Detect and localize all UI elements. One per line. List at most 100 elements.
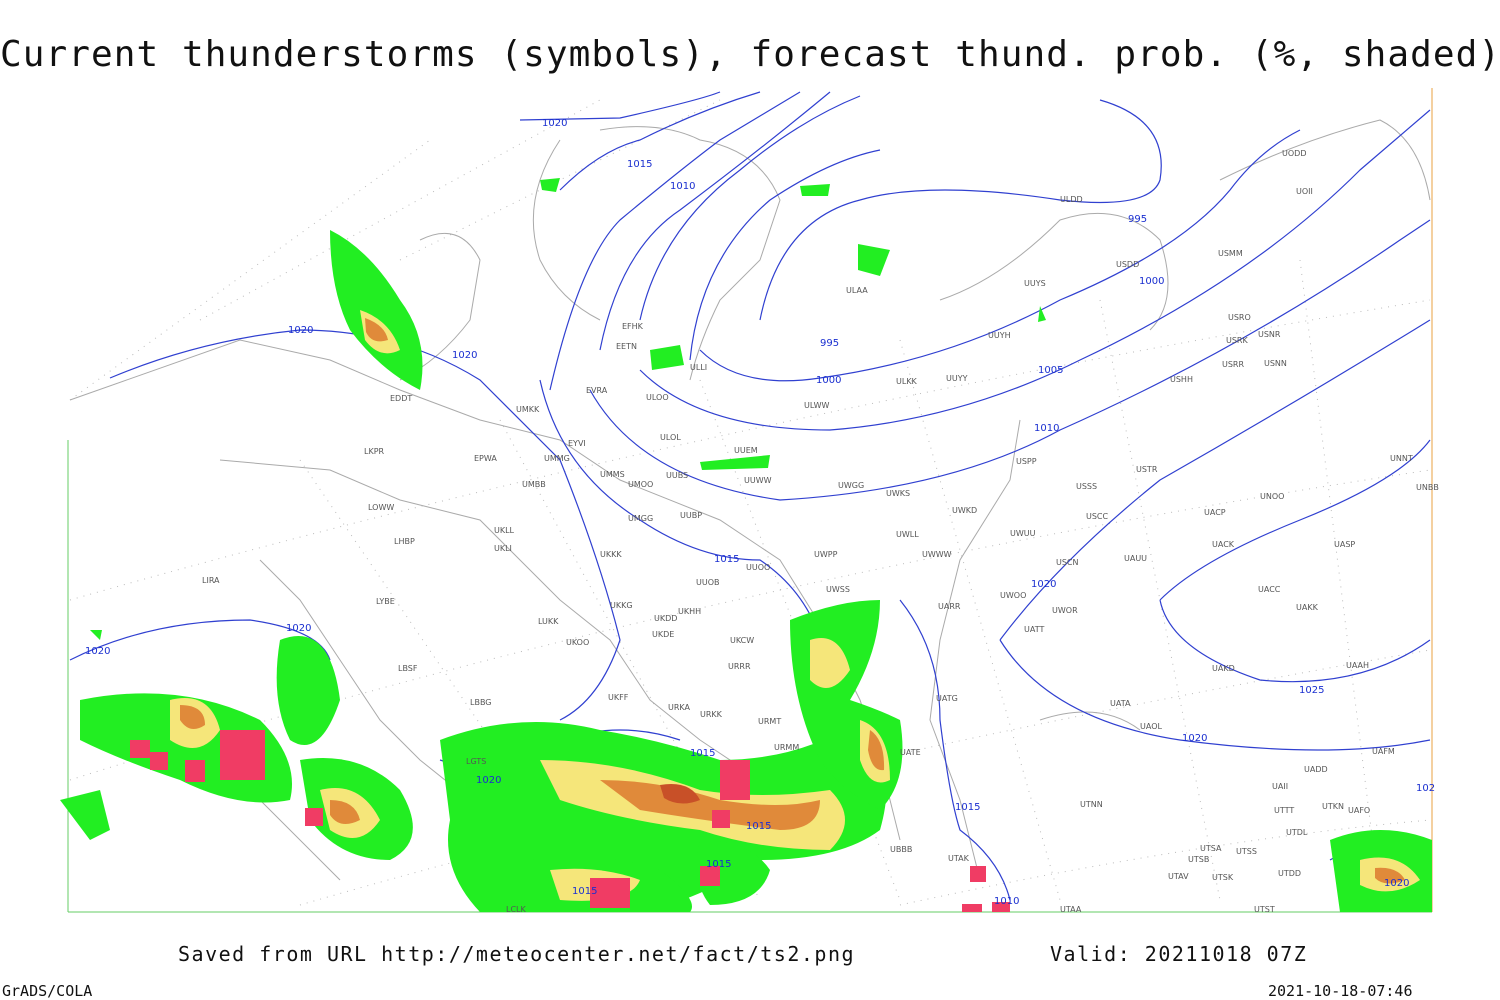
- station-label: UMMG: [544, 454, 570, 463]
- valid-time: Valid: 20211018 07Z: [1050, 942, 1307, 966]
- station-label: UTSS: [1236, 847, 1257, 856]
- title: Current thunderstorms (symbols), forecas…: [0, 34, 1500, 75]
- station-label: UATA: [1110, 699, 1131, 708]
- isobar-label: 1005: [1038, 365, 1063, 376]
- station-label: UKCW: [730, 636, 754, 645]
- station-label: EPWA: [474, 454, 497, 463]
- station-label: USRO: [1228, 313, 1251, 322]
- station-label: USCC: [1086, 512, 1109, 521]
- isobar-label: 1020: [1182, 733, 1207, 744]
- station-label: LOWW: [368, 503, 394, 512]
- station-label: UKDD: [654, 614, 677, 623]
- station-label: UUEM: [734, 446, 758, 455]
- station-label: LBSF: [398, 664, 418, 673]
- station-label: UTDL: [1286, 828, 1308, 837]
- station-label: LHBP: [394, 537, 415, 546]
- station-label: UUOO: [746, 563, 770, 572]
- station-label: UKLI: [494, 544, 512, 553]
- station-label: UKKK: [600, 550, 622, 559]
- station-label: UAII: [1272, 782, 1288, 791]
- isobars: [69, 91, 1431, 901]
- isobar-label: 1015: [690, 748, 715, 759]
- station-label: UAUU: [1124, 554, 1147, 563]
- station-label: USNN: [1264, 359, 1287, 368]
- station-label: UAAH: [1346, 661, 1369, 670]
- station-label: ULAA: [846, 286, 868, 295]
- timestamp: 2021-10-18-07:46: [1268, 982, 1413, 1000]
- station-label: UBBB: [890, 845, 912, 854]
- station-label: ULOL: [660, 433, 681, 442]
- station-label: UAKD: [1212, 664, 1235, 673]
- station-label: UWLL: [896, 530, 919, 539]
- isobar-label: 995: [820, 338, 839, 349]
- station-label: UKOO: [566, 638, 589, 647]
- station-label: URKK: [700, 710, 723, 719]
- station-label: UWOR: [1052, 606, 1078, 615]
- station-label: UTSB: [1188, 855, 1209, 864]
- station-label: UNBB: [1416, 483, 1439, 492]
- map: 1020 1015 1010 995 1000 995 1000 1005 1010 1020 10…: [60, 88, 1439, 914]
- station-label: USCN: [1056, 558, 1079, 567]
- station-label: LCLK: [506, 905, 527, 914]
- station-label: USRR: [1222, 360, 1244, 369]
- station-label: URMM: [774, 743, 799, 752]
- station-label: LYBE: [376, 597, 395, 606]
- station-label: LIRA: [202, 576, 220, 585]
- station-label: UKFF: [608, 693, 629, 702]
- station-label: UACK: [1212, 540, 1235, 549]
- station-label: UADD: [1304, 765, 1328, 774]
- station-label: UAKK: [1296, 603, 1319, 612]
- isobar-label: 1025: [1299, 685, 1324, 696]
- station-label: EYVI: [568, 439, 586, 448]
- station-label: UTDD: [1278, 869, 1301, 878]
- station-label: ULWW: [804, 401, 829, 410]
- station-label: URRR: [728, 662, 751, 671]
- isobar-label: 1015: [572, 886, 597, 897]
- isobar-label: 1020: [85, 646, 110, 657]
- station-label: UMMS: [600, 470, 625, 479]
- isobar-label: 102: [1416, 783, 1435, 794]
- isobar-label: 1015: [714, 554, 739, 565]
- station-label: UOII: [1296, 187, 1313, 196]
- station-label: EFHK: [622, 322, 644, 331]
- station-label: LBBG: [470, 698, 492, 707]
- station-label: UUYY: [946, 374, 968, 383]
- graticule: [69, 99, 1431, 906]
- station-label: UTAK: [948, 854, 970, 863]
- station-label: UWSS: [826, 585, 850, 594]
- station-label: UMOO: [628, 480, 653, 489]
- labels: 1020 1015 1010 995 1000 995 1000 1005 1010 1020 10…: [85, 118, 1439, 914]
- isobar-label: 1010: [670, 181, 695, 192]
- station-label: UUBS: [666, 471, 688, 480]
- station-label: UMBB: [522, 480, 546, 489]
- station-label: URKA: [668, 703, 691, 712]
- station-label: UUYS: [1024, 279, 1046, 288]
- station-label: ULOO: [646, 393, 669, 402]
- station-label: UWGG: [838, 481, 864, 490]
- station-label: UWPP: [814, 550, 838, 559]
- station-label: UUBP: [680, 511, 702, 520]
- station-label: UWOO: [1000, 591, 1026, 600]
- isobar-label: 995: [1128, 214, 1147, 225]
- station-label: UATT: [1024, 625, 1044, 634]
- station-label: UTAV: [1168, 872, 1189, 881]
- thunderstorm-symbols: [130, 730, 1010, 912]
- station-label: UNNT: [1390, 454, 1413, 463]
- station-label: UWKD: [952, 506, 977, 515]
- station-label: UODD: [1282, 149, 1306, 158]
- isobar-label: 1015: [746, 821, 771, 832]
- station-label: UUOB: [696, 578, 720, 587]
- isobar-label: 1020: [286, 623, 311, 634]
- station-label: USTR: [1136, 465, 1158, 474]
- station-label: USSS: [1076, 482, 1097, 491]
- isobar-label: 1010: [1034, 423, 1059, 434]
- isobar-label: 1015: [955, 802, 980, 813]
- station-label: UTSK: [1212, 873, 1234, 882]
- isobar-label: 1020: [288, 325, 313, 336]
- station-label: LGTS: [466, 757, 486, 766]
- software: GrADS/COLA: [2, 982, 92, 1000]
- station-label: USPP: [1016, 457, 1037, 466]
- station-label: UAFO: [1348, 806, 1370, 815]
- station-label: UKLL: [494, 526, 515, 535]
